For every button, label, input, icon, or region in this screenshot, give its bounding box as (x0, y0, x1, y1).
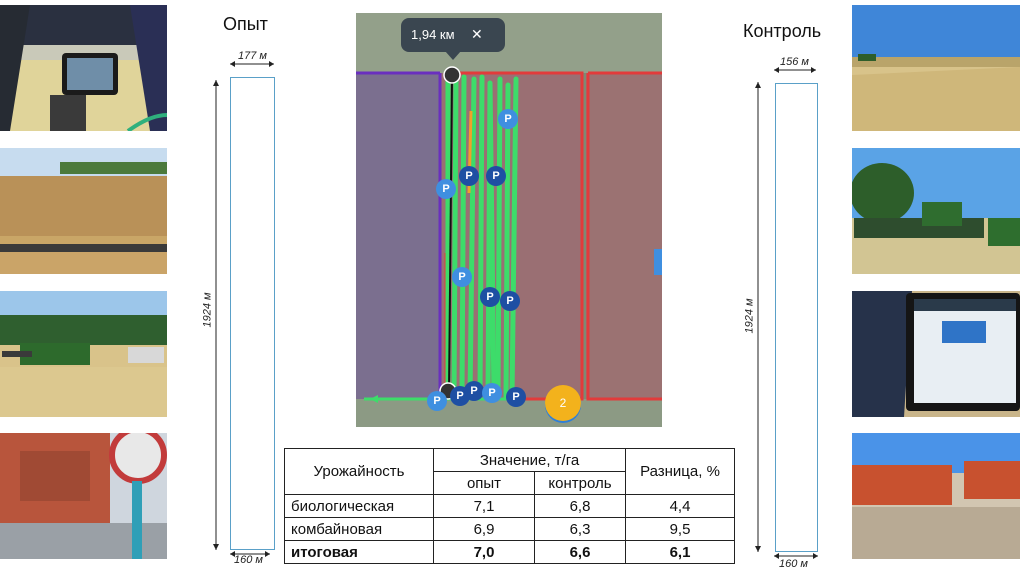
row-name: итоговая (284, 540, 434, 564)
map-canvas[interactable] (356, 13, 662, 427)
measured-line (448, 76, 453, 394)
photo-yield-monitor-screen (852, 291, 1020, 417)
experiment-plot-strip (230, 77, 275, 550)
header-control: контроль (534, 471, 626, 495)
distance-value: 1,94 км (411, 27, 455, 42)
yield-monitor-illustration (852, 291, 1020, 417)
photo-combine-with-header (852, 148, 1020, 274)
row-control: 6,3 (534, 517, 626, 541)
parking-marker[interactable]: P (506, 387, 526, 407)
photo-grain-trucks (852, 433, 1020, 559)
parking-marker[interactable]: P (427, 391, 447, 411)
row-control: 6,8 (534, 494, 626, 518)
field-photo-illustration (0, 148, 167, 274)
table-row-total: итоговая 7,0 6,6 6,1 (284, 540, 735, 564)
header-diff: Разница, % (625, 448, 735, 495)
parking-marker[interactable]: P (486, 166, 506, 186)
experiment-top-width-label: 177 м (238, 50, 267, 62)
row-name: комбайновая (284, 517, 434, 541)
harvested-field-illustration (852, 5, 1020, 131)
distance-tooltip: 1,94 км ✕ (401, 18, 505, 52)
parking-marker[interactable]: P (482, 383, 502, 403)
field-track-map[interactable]: P P P P P P P P P P P P 2 (356, 13, 662, 427)
table-row: комбайновая 6,9 6,3 9,5 (284, 517, 735, 541)
row-diff: 4,4 (625, 494, 735, 518)
row-experiment: 7,1 (433, 494, 535, 518)
header-experiment: опыт (433, 471, 535, 495)
header-value: Значение, т/га (433, 448, 626, 472)
parking-marker[interactable]: P (464, 381, 484, 401)
experiment-dimension-lines (213, 61, 274, 557)
harvest-tracks (445, 72, 519, 400)
yield-table-container: Урожайность Значение, т/га Разница, % оп… (284, 448, 735, 564)
close-icon[interactable]: ✕ (471, 26, 483, 42)
control-dimension-lines (755, 67, 818, 559)
combine-photo-illustration (0, 291, 167, 417)
row-diff: 9,5 (625, 517, 735, 541)
marker-cluster-badge[interactable]: 2 (545, 385, 581, 421)
grain-trucks-illustration (852, 433, 1020, 559)
experiment-bottom-width-label: 160 м (234, 554, 263, 566)
line-start-handle[interactable] (443, 66, 461, 84)
control-bottom-width-label: 160 м (779, 558, 808, 570)
truck-photo-illustration (0, 433, 167, 559)
combine-header-illustration (852, 148, 1020, 274)
row-name: биологическая (284, 494, 434, 518)
photo-combine-cab-navigator (0, 5, 167, 131)
parking-marker[interactable]: P (436, 179, 456, 199)
parking-marker[interactable]: P (459, 166, 479, 186)
photo-wheat-field-harvest (0, 148, 167, 274)
control-heading: Контроль (743, 21, 822, 41)
cab-photo-illustration (0, 5, 167, 131)
row-diff: 6,1 (625, 540, 735, 564)
experiment-heading: Опыт (223, 14, 268, 34)
header-crop: Урожайность (284, 448, 434, 495)
table-row: биологическая 7,1 6,8 4,4 (284, 494, 735, 518)
photo-grain-truck-weighbridge (0, 433, 167, 559)
parking-marker[interactable]: P (498, 109, 518, 129)
photo-harvested-field (852, 5, 1020, 131)
row-control: 6,6 (534, 540, 626, 564)
control-length-label: 1924 м (743, 298, 756, 334)
parking-marker[interactable]: P (500, 291, 520, 311)
yield-table: Урожайность Значение, т/га Разница, % оп… (284, 448, 735, 564)
row-experiment: 7,0 (433, 540, 535, 564)
control-plot-strip (775, 83, 818, 552)
parking-marker[interactable]: P (480, 287, 500, 307)
experiment-length-label: 1924 м (201, 292, 214, 328)
tooltip-pointer (445, 51, 461, 60)
row-experiment: 6,9 (433, 517, 535, 541)
parking-marker[interactable]: P (452, 267, 472, 287)
control-top-width-label: 156 м (780, 56, 809, 68)
photo-combine-and-truck (0, 291, 167, 417)
